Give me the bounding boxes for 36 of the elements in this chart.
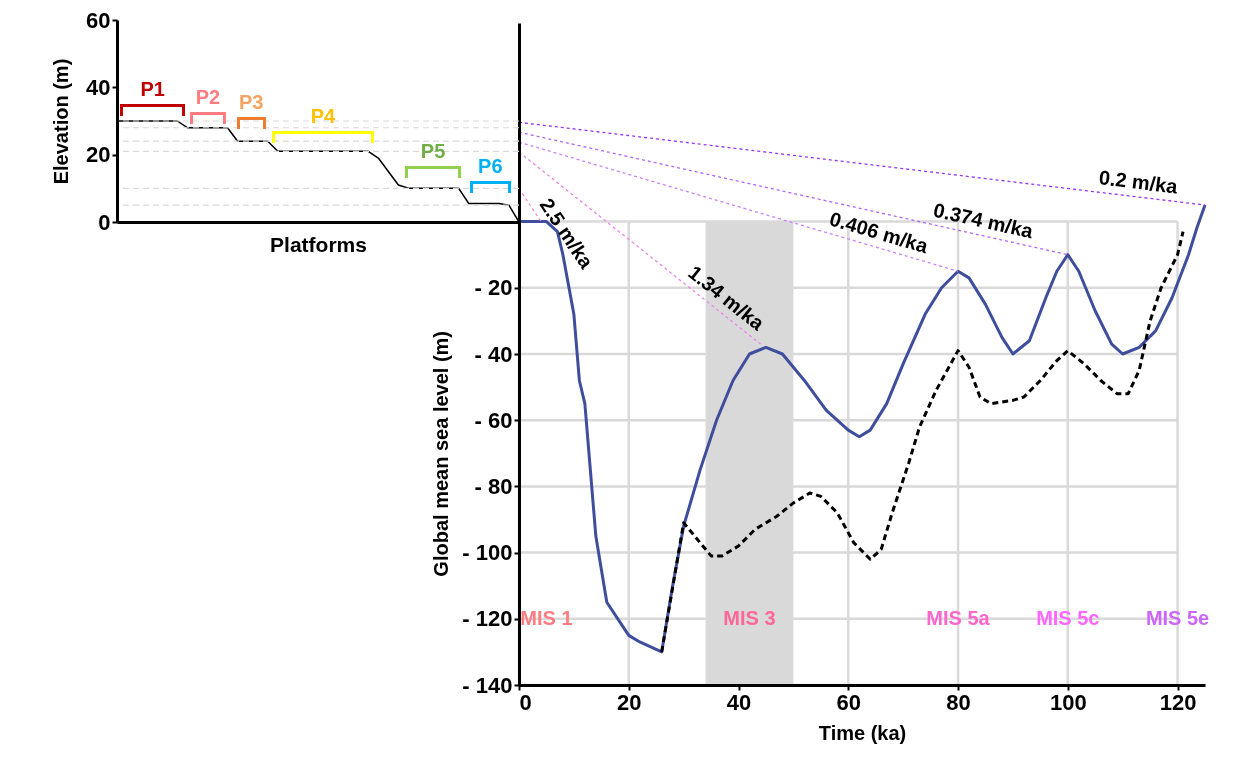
annotation: MIS 3 <box>723 606 776 629</box>
text: 0.374 m/ka <box>931 198 1036 243</box>
x-axis-title: Time (ka) <box>818 721 907 744</box>
y-axis-title: Global mean sea level (m) <box>430 330 453 577</box>
x-tick-label: 120 <box>1159 689 1197 715</box>
y-tick-label: 20 <box>86 142 111 168</box>
annotation: MIS 5e <box>1145 606 1210 629</box>
annotation: MIS 5c <box>1036 606 1100 629</box>
annotation: MIS 5a <box>926 606 991 629</box>
annotation: P4 <box>310 104 336 128</box>
y-tick-label: - 60 <box>474 407 513 433</box>
y-axis-title: Elevation (m) <box>50 58 73 185</box>
x-tick-label: 60 <box>836 689 862 715</box>
annotation: P2 <box>195 86 221 110</box>
x-axis-title: Platforms <box>270 232 367 256</box>
y-tick-label: - 140 <box>462 672 513 698</box>
y-tick-label: 0 <box>98 209 111 235</box>
y-tick-label: 60 <box>86 7 111 33</box>
x-tick-label: 0 <box>519 689 532 715</box>
annotation: P5 <box>420 140 446 164</box>
y-tick-label: - 40 <box>474 341 513 367</box>
annotation: MIS 1 <box>520 606 573 629</box>
x-tick-label: 100 <box>1049 689 1087 715</box>
annotation: P1 <box>140 77 165 101</box>
annotation: P6 <box>478 155 503 179</box>
y-tick-label: - 120 <box>462 606 513 632</box>
text: 0.2 m/ka <box>1097 166 1180 198</box>
x-tick-label: 80 <box>946 689 971 715</box>
y-tick-label: 40 <box>86 74 111 100</box>
y-tick-label: - 20 <box>474 275 513 301</box>
y-tick-label: - 80 <box>474 473 513 499</box>
text: 0.406 m/ka <box>827 207 932 258</box>
y-tick-label: - 100 <box>462 540 513 566</box>
x-tick-label: 20 <box>617 689 642 715</box>
x-tick-label: 40 <box>726 689 752 715</box>
annotation: P3 <box>238 91 264 115</box>
